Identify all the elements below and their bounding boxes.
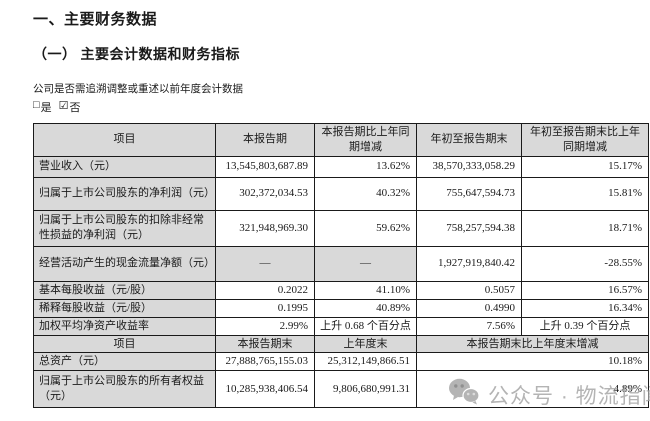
value-cell: 41.10% [314, 280, 417, 300]
value-cell: 上升 0.39 个百分点 [521, 316, 649, 336]
section-subtitle: （一） 主要会计数据和财务指标 [33, 48, 240, 63]
table1-header-row: 项目 本报告期 本报告期比上年同期增减 年初至报告期末 年初至报告期末比上年同期… [33, 123, 649, 157]
value-cell: 9,806,680,991.31 [314, 370, 417, 409]
value-cell: 0.5057 [416, 280, 522, 300]
value-cell: 755,647,594.73 [416, 176, 522, 211]
item-cell: 经营活动产生的现金流量净额（元） [33, 245, 216, 282]
column-header-item: 项目 [33, 334, 216, 354]
table-row-total-assets: 总资产（元） 27,888,765,155.03 25,312,149,866.… [33, 352, 649, 372]
checkbox-yes: □ 是 [33, 99, 52, 115]
checkbox-no-label: 否 [69, 102, 81, 114]
value-cell: 13,545,803,687.89 [215, 155, 315, 178]
value-cell: 0.1995 [215, 298, 315, 318]
value-cell: — [314, 245, 417, 282]
value-cell: 上升 0.68 个百分点 [314, 316, 417, 336]
column-header-period-end-change: 本报告期末比上年度末增减 [416, 334, 649, 354]
table-row-diluted-eps: 稀释每股收益（元/股） 0.1995 40.89% 0.4990 16.34% [33, 298, 649, 318]
value-cell: 302,372,034.53 [215, 176, 315, 211]
item-cell: 归属于上市公司股东的扣除非经常性损益的净利润（元） [33, 209, 216, 247]
column-header-ytd-yoy-change: 年初至报告期末比上年同期增减 [521, 123, 649, 157]
value-cell: 25,312,149,866.51 [314, 352, 417, 372]
value-cell: 1,927,919,840.42 [416, 245, 522, 282]
value-cell: 16.57% [521, 280, 649, 300]
table-row-weighted-roe: 加权平均净资产收益率 2.99% 上升 0.68 个百分点 7.56% 上升 0… [33, 316, 649, 336]
table-row-shareholders-equity: 归属于上市公司股东的所有者权益（元） 10,285,938,406.54 9,8… [33, 370, 649, 409]
value-cell: 0.2022 [215, 280, 315, 300]
value-cell: 38,570,333,058.29 [416, 155, 522, 178]
table-row-net-profit: 归属于上市公司股东的净利润（元） 302,372,034.53 40.32% 7… [33, 176, 649, 211]
column-header-period-end: 本报告期末 [215, 334, 315, 354]
page-title: 一、主要财务数据 [33, 12, 158, 28]
item-cell: 加权平均净资产收益率 [33, 316, 216, 336]
item-cell: 总资产（元） [33, 352, 216, 372]
table-row-revenue: 营业收入（元） 13,545,803,687.89 13.62% 38,570,… [33, 155, 649, 178]
checkbox-no: ☑ 否 [59, 99, 81, 115]
checkbox-yes-label: 是 [40, 102, 52, 114]
table-row-net-profit-excl-nonrecurring: 归属于上市公司股东的扣除非经常性损益的净利润（元） 321,948,969.30… [33, 209, 649, 247]
value-cell: 4.89% [416, 370, 649, 409]
value-cell: 27,888,765,155.03 [215, 352, 315, 372]
value-cell: 7.56% [416, 316, 522, 336]
value-cell: 15.17% [521, 155, 649, 178]
value-cell: 321,948,969.30 [215, 209, 315, 247]
value-cell: 18.71% [521, 209, 649, 247]
item-cell: 归属于上市公司股东的净利润（元） [33, 176, 216, 211]
value-cell: 10,285,938,406.54 [215, 370, 315, 409]
item-cell: 归属于上市公司股东的所有者权益（元） [33, 370, 216, 409]
value-cell: -28.55% [521, 245, 649, 282]
value-cell: 40.89% [314, 298, 417, 318]
table2-header-row: 项目 本报告期末 上年度末 本报告期末比上年度末增减 [33, 334, 649, 354]
value-cell: 0.4990 [416, 298, 522, 318]
checkbox-unchecked-icon: □ [33, 99, 40, 111]
value-cell: 15.81% [521, 176, 649, 211]
column-header-ytd: 年初至报告期末 [416, 123, 522, 157]
column-header-item: 项目 [33, 123, 216, 157]
value-cell: 16.34% [521, 298, 649, 318]
value-cell: 13.62% [314, 155, 417, 178]
value-cell: — [215, 245, 315, 282]
financial-data-table: 项目 本报告期 本报告期比上年同期增减 年初至报告期末 年初至报告期末比上年同期… [33, 123, 649, 409]
value-cell: 2.99% [215, 316, 315, 336]
item-cell: 基本每股收益（元/股） [33, 280, 216, 300]
item-cell: 营业收入（元） [33, 155, 216, 178]
checkbox-checked-icon: ☑ [58, 100, 69, 112]
value-cell: 40.32% [314, 176, 417, 211]
value-cell: 758,257,594.38 [416, 209, 522, 247]
restate-checkboxes: □ 是 ☑ 否 [33, 99, 81, 115]
value-cell: 59.62% [314, 209, 417, 247]
column-header-current-period: 本报告期 [215, 123, 315, 157]
column-header-yoy-change: 本报告期比上年同期增减 [314, 123, 417, 157]
table-row-basic-eps: 基本每股收益（元/股） 0.2022 41.10% 0.5057 16.57% [33, 280, 649, 300]
value-cell: 10.18% [416, 352, 649, 372]
table-row-operating-cash-flow: 经营活动产生的现金流量净额（元） — — 1,927,919,840.42 -2… [33, 245, 649, 282]
item-cell: 稀释每股收益（元/股） [33, 298, 216, 318]
restate-question: 公司是否需追溯调整或重述以前年度会计数据 [33, 84, 243, 95]
column-header-prev-year-end: 上年度末 [314, 334, 417, 354]
